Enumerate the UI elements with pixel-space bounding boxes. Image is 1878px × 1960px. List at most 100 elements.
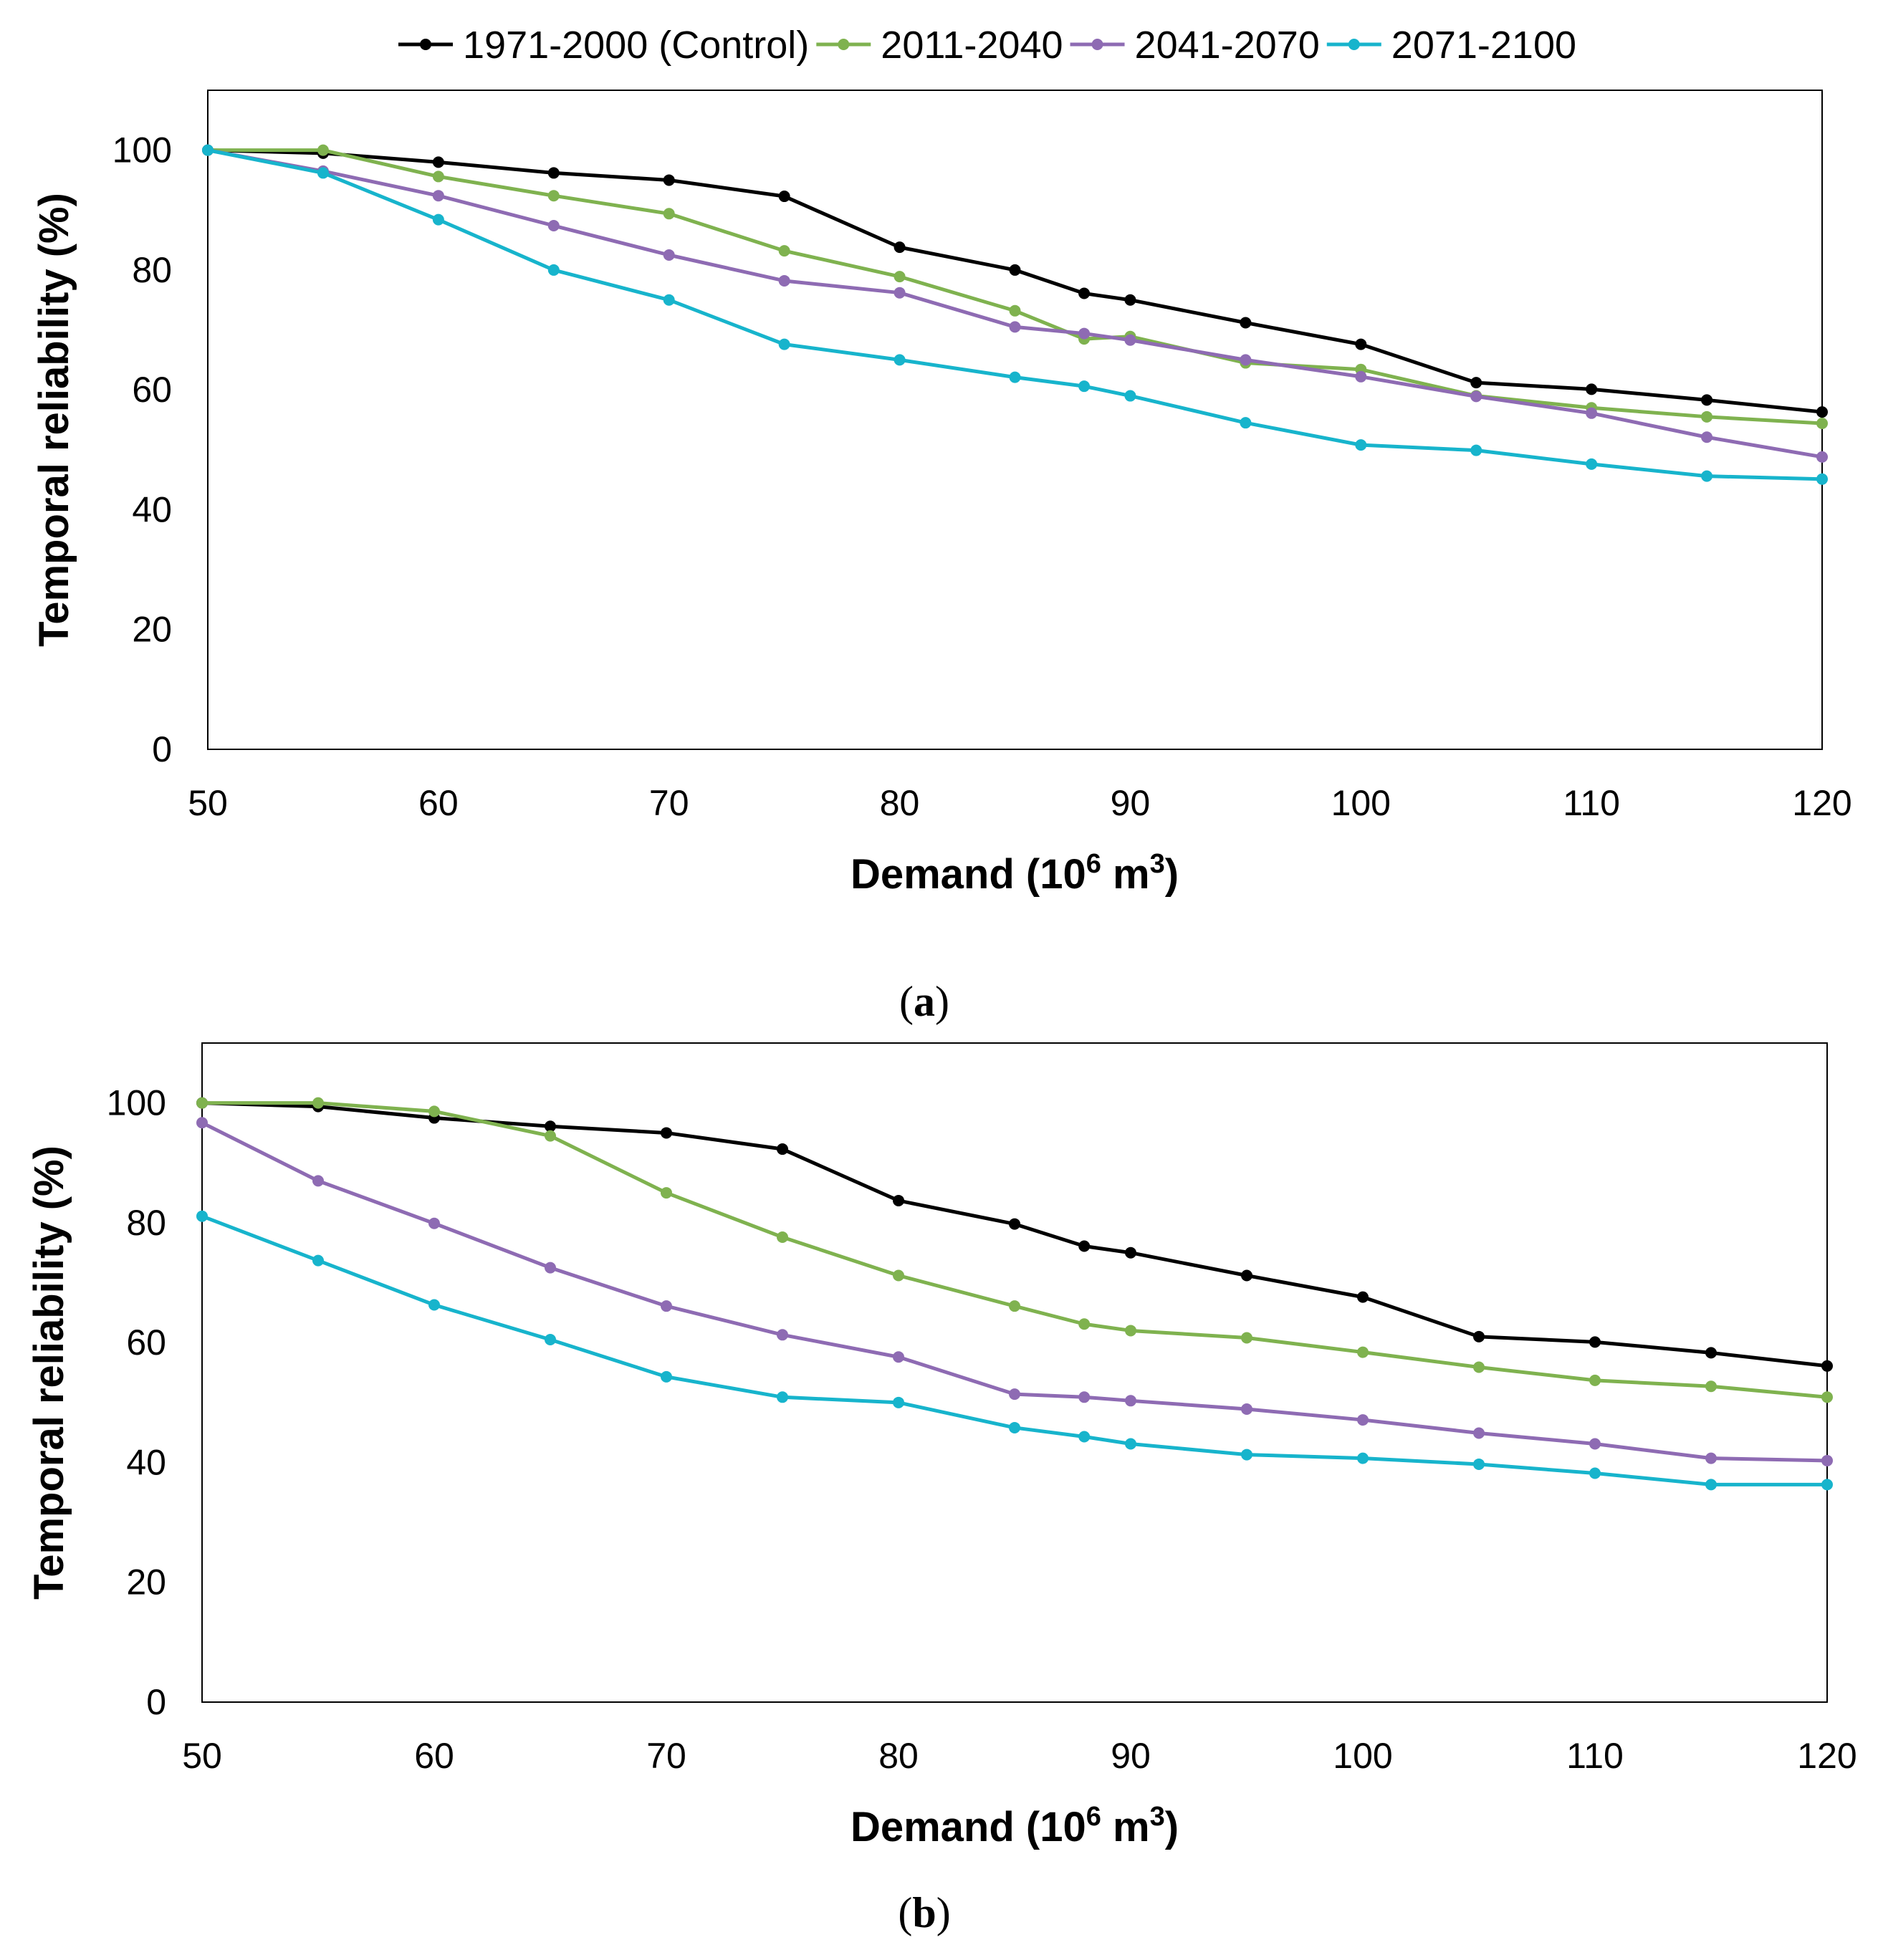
data-point-b-1971-2000-control-115: [1705, 1347, 1717, 1359]
y-axis-title-a: Temporal reliability (%): [31, 193, 77, 647]
data-point-b-2011-2040-115: [1705, 1380, 1717, 1393]
y-tick-label-a-100: 100: [112, 130, 172, 170]
x-axis-title-b: Demand (106 m3): [851, 1802, 1179, 1850]
data-point-a-1971-2000-control-95: [1240, 317, 1252, 329]
y-tick-label-a-40: 40: [132, 489, 172, 529]
data-point-b-2011-2040-105: [1473, 1361, 1485, 1373]
data-point-a-2041-2070-115: [1701, 431, 1713, 443]
x-tick-label-a-90: 90: [1111, 783, 1151, 823]
data-point-a-2011-2040-55: [317, 144, 329, 156]
series-line-b-1971-2000-control: [200, 1101, 1829, 1368]
data-point-a-2071-2100-90: [1124, 390, 1136, 402]
data-point-a-1971-2000-control-85: [1009, 264, 1021, 276]
legend-marker-2071-2100: [1348, 39, 1360, 50]
data-point-b-1971-2000-control-105: [1473, 1330, 1485, 1342]
x-tick-label-b-90: 90: [1111, 1736, 1151, 1776]
x-axis-title-a: Demand (106 m3): [851, 849, 1179, 898]
legend-marker-2041-2070: [1091, 39, 1103, 50]
x-tick-label-a-80: 80: [880, 783, 920, 823]
legend: 1971-2000 (Control) 2011-2040 2041-2070 207…: [398, 24, 1576, 67]
data-point-b-1971-2000-control-110: [1589, 1336, 1601, 1348]
y-tick-label-a-20: 20: [132, 610, 172, 650]
data-point-b-1971-2000-control-120: [1821, 1360, 1833, 1372]
data-point-b-2011-2040-120: [1821, 1391, 1833, 1403]
data-point-b-2071-2100-50: [196, 1210, 208, 1222]
x-tick-label-a-70: 70: [649, 783, 689, 823]
data-point-a-1971-2000-control-88: [1078, 287, 1091, 299]
data-point-b-1971-2000-control-100: [1357, 1291, 1369, 1303]
y-axis-title-b: Temporal reliability (%): [26, 1145, 72, 1600]
data-point-a-2071-2100-50: [202, 144, 214, 156]
legend-label-2071-2100: 2071-2100: [1391, 24, 1576, 67]
data-point-a-2071-2100-95: [1240, 417, 1252, 429]
data-point-b-2011-2040-110: [1589, 1374, 1601, 1386]
y-tick-label-a-0: 0: [152, 729, 172, 769]
data-point-a-2041-2070-120: [1816, 451, 1828, 463]
data-point-a-2011-2040-85: [1009, 304, 1021, 317]
data-point-a-2041-2070-70: [663, 249, 675, 261]
data-point-a-2041-2070-110: [1586, 407, 1598, 419]
data-point-a-1971-2000-control-120: [1816, 406, 1828, 418]
data-point-a-2071-2100-60: [432, 213, 444, 226]
data-point-a-1971-2000-control-70: [663, 174, 675, 186]
data-point-b-2041-2070-115: [1705, 1452, 1717, 1464]
data-point-b-1971-2000-control-70: [661, 1127, 672, 1139]
x-tick-label-a-120: 120: [1792, 783, 1851, 823]
data-point-b-2041-2070-120: [1821, 1454, 1833, 1466]
panel-label-b: (b): [898, 1889, 950, 1936]
x-ticks-a: 50 60 70 80 90 100 110 120: [188, 783, 1852, 823]
data-point-b-2041-2070-85: [1009, 1388, 1020, 1401]
x-tick-label-b-60: 60: [414, 1736, 454, 1776]
data-point-a-2071-2100-80: [894, 354, 906, 366]
x-tick-label-b-100: 100: [1333, 1736, 1392, 1776]
data-point-b-2011-2040-65: [545, 1130, 556, 1142]
legend-label-1971-2000-control: 1971-2000 (Control): [463, 24, 809, 67]
legend-label-2041-2070: 2041-2070: [1135, 24, 1320, 67]
data-point-b-2071-2100-65: [545, 1334, 556, 1345]
chart-panel-b: 0 20 40 60 80 100 50 60 70 80 90 100 110 120 Tempora…: [26, 1042, 1857, 1936]
series-line-b-2041-2070: [200, 1120, 1829, 1463]
y-tick-label-b-60: 60: [126, 1322, 166, 1363]
data-point-a-2071-2100-100: [1355, 439, 1367, 451]
data-point-b-2011-2040-70: [661, 1187, 672, 1199]
x-ticks-b: 50 60 70 80 90 100 110 120: [182, 1736, 1857, 1776]
x-tick-label-b-80: 80: [878, 1736, 919, 1776]
x-tick-label-b-110: 110: [1566, 1736, 1624, 1776]
data-point-b-1971-2000-control-95: [1241, 1269, 1252, 1282]
data-point-b-2071-2100-100: [1357, 1452, 1369, 1464]
data-point-b-2041-2070-90: [1125, 1395, 1136, 1407]
y-tick-label-b-0: 0: [146, 1682, 166, 1722]
data-point-b-2011-2040-100: [1357, 1346, 1369, 1358]
data-point-a-2011-2040-65: [547, 190, 560, 202]
y-tick-label-b-100: 100: [107, 1083, 166, 1123]
data-point-b-2071-2100-90: [1125, 1438, 1136, 1450]
data-point-b-2071-2100-95: [1241, 1449, 1252, 1461]
data-point-b-2011-2040-85: [1009, 1300, 1020, 1312]
series-line-b-2071-2100: [200, 1214, 1829, 1486]
legend-marker-2011-2040: [838, 39, 850, 50]
data-point-b-2041-2070-88: [1078, 1391, 1091, 1403]
data-point-b-2071-2100-115: [1705, 1479, 1717, 1491]
series-line-a-1971-2000-control: [206, 148, 1824, 414]
x-tick-label-a-60: 60: [418, 783, 459, 823]
data-point-b-2011-2040-80: [893, 1269, 904, 1282]
series-line-a-2011-2040: [206, 148, 1824, 426]
data-point-a-1971-2000-control-80: [894, 241, 906, 254]
data-point-a-2041-2070-60: [432, 190, 444, 202]
data-point-b-2041-2070-65: [545, 1262, 556, 1274]
data-point-b-2011-2040-60: [428, 1105, 440, 1118]
data-point-a-2011-2040-60: [432, 170, 444, 183]
data-point-a-2041-2070-85: [1009, 321, 1021, 333]
chart-panel-a: 0 20 40 60 80 100 50 60 70 80 90 100 110 120 Tempora…: [31, 90, 1852, 1025]
data-point-b-1971-2000-control-88: [1078, 1240, 1091, 1252]
data-point-b-2071-2100-75: [777, 1391, 788, 1403]
data-point-b-2071-2100-55: [312, 1254, 324, 1267]
x-tick-label-a-50: 50: [188, 783, 228, 823]
data-point-b-2041-2070-80: [893, 1351, 904, 1363]
y-tick-label-a-80: 80: [132, 250, 172, 290]
data-point-a-2011-2040-120: [1816, 418, 1828, 430]
data-point-b-2071-2100-105: [1473, 1458, 1485, 1470]
y-ticks-a: 0 20 40 60 80 100: [112, 130, 172, 769]
data-point-b-2071-2100-70: [661, 1370, 672, 1383]
